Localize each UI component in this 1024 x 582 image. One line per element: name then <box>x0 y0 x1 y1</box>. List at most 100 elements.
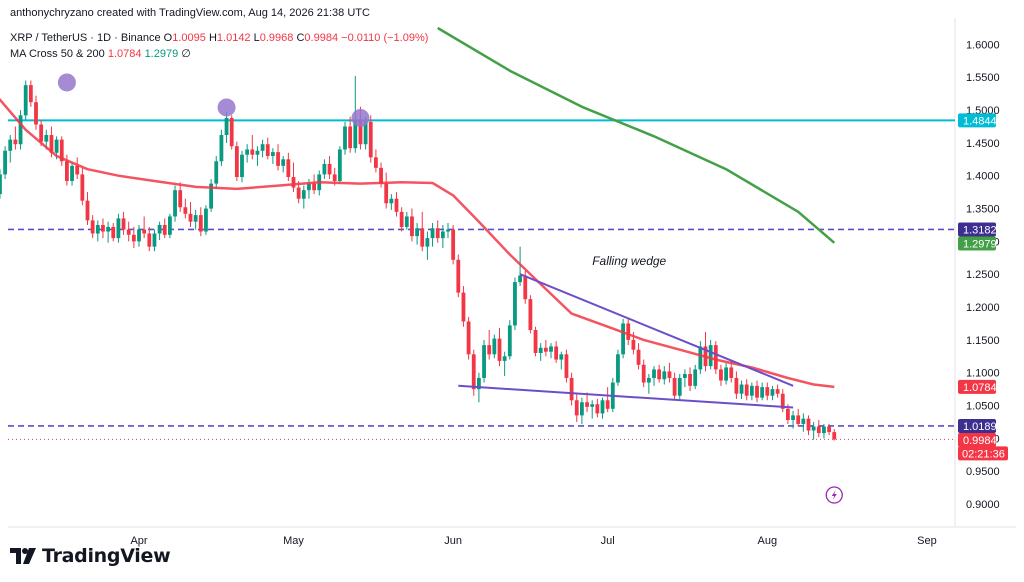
candle-body <box>791 415 795 420</box>
candle <box>147 226 152 252</box>
legend-ma-label: MA Cross 50 & 200 <box>10 48 105 60</box>
candle-body <box>18 115 23 145</box>
candle-body <box>801 418 806 424</box>
candle <box>384 172 389 209</box>
candle <box>368 115 373 163</box>
candle <box>770 385 775 401</box>
candle-body <box>755 385 759 398</box>
candle <box>394 192 399 217</box>
candle-body <box>260 144 265 151</box>
candle-body <box>59 139 64 162</box>
candle <box>435 220 440 243</box>
candle <box>744 379 749 401</box>
candle <box>796 408 801 427</box>
y-tick-label: 0.9500 <box>966 466 1000 478</box>
candle <box>683 369 687 388</box>
candle-body <box>75 165 80 175</box>
candle <box>131 226 136 248</box>
candle <box>749 382 754 401</box>
candle-body <box>425 238 430 247</box>
candle-body <box>729 367 734 378</box>
candle-body <box>101 224 105 232</box>
candle <box>451 224 456 265</box>
candle <box>271 148 275 164</box>
candle <box>780 389 785 413</box>
x-tick-label: Jul <box>601 535 615 547</box>
candle-body <box>337 149 342 181</box>
candle-body <box>343 126 347 150</box>
candle-body <box>234 146 239 178</box>
legend-open-label: O <box>163 32 173 44</box>
candle <box>646 374 651 394</box>
candle-body <box>641 364 646 383</box>
candle-body <box>827 426 831 433</box>
candle-body <box>49 135 54 153</box>
candle <box>811 421 816 440</box>
candle <box>806 415 811 436</box>
candle-body <box>90 220 95 234</box>
candle-body <box>811 426 816 431</box>
candle-body <box>662 371 667 380</box>
candle <box>672 372 677 401</box>
price-label-box <box>958 113 996 128</box>
candle-body <box>780 393 785 409</box>
candle <box>492 334 497 359</box>
candle-body <box>209 183 213 209</box>
y-tick-label: 1.1000 <box>966 368 1000 380</box>
candle <box>580 397 584 424</box>
candle-body <box>332 174 337 181</box>
candle-body <box>198 215 203 232</box>
candle-body <box>749 385 754 396</box>
candle <box>219 129 224 166</box>
price-label-box <box>958 222 996 237</box>
candle <box>755 380 759 403</box>
candle <box>719 364 723 386</box>
candle-body <box>65 161 69 181</box>
candle <box>193 209 198 230</box>
candle <box>518 246 522 287</box>
candle-body <box>492 338 497 355</box>
candle <box>652 366 656 386</box>
legend-ma50-value: 1.0784 <box>107 48 142 60</box>
candle <box>34 95 38 130</box>
candle-body <box>399 211 404 227</box>
candle <box>554 341 559 363</box>
legend-ma-row[interactable]: MA Cross 50 & 200 1.0784 1.2979 ∅ <box>10 46 428 62</box>
legend-settings-icon[interactable]: ∅ <box>181 48 191 60</box>
candle-body <box>734 377 739 394</box>
candle-body <box>13 139 18 145</box>
candle <box>538 343 543 361</box>
candle <box>543 339 548 357</box>
candle-body <box>368 121 373 158</box>
candle-body <box>590 404 595 407</box>
candle <box>497 328 502 367</box>
candle-body <box>137 229 141 242</box>
pivot-marker <box>351 108 370 127</box>
candle <box>693 364 698 390</box>
price-label-text: 1.2979 <box>963 238 997 250</box>
x-tick-label: Apr <box>130 535 147 547</box>
countdown-text: 02:21:36 <box>962 448 1005 460</box>
candle-body <box>693 369 698 386</box>
candle-body <box>245 149 250 155</box>
candle <box>214 156 219 189</box>
candle-body <box>111 226 116 239</box>
candle-body <box>224 117 229 136</box>
countdown-box <box>958 446 1008 461</box>
candle-body <box>131 234 136 242</box>
candle-body <box>80 174 85 201</box>
candle-body <box>348 126 353 149</box>
candle-body <box>440 231 445 239</box>
tradingview-logo[interactable]: TradingView <box>10 545 171 567</box>
legend-ohlc-row[interactable]: XRP / TetherUS · 1D · Binance O1.0095 H1… <box>10 30 428 46</box>
candle <box>291 162 296 193</box>
candle <box>281 156 286 173</box>
candle-body <box>240 154 244 178</box>
candle <box>183 198 188 219</box>
candle-body <box>34 102 38 125</box>
candle-body <box>142 229 147 234</box>
candle-body <box>564 354 569 378</box>
candle <box>816 419 821 438</box>
candle-body <box>39 124 44 142</box>
